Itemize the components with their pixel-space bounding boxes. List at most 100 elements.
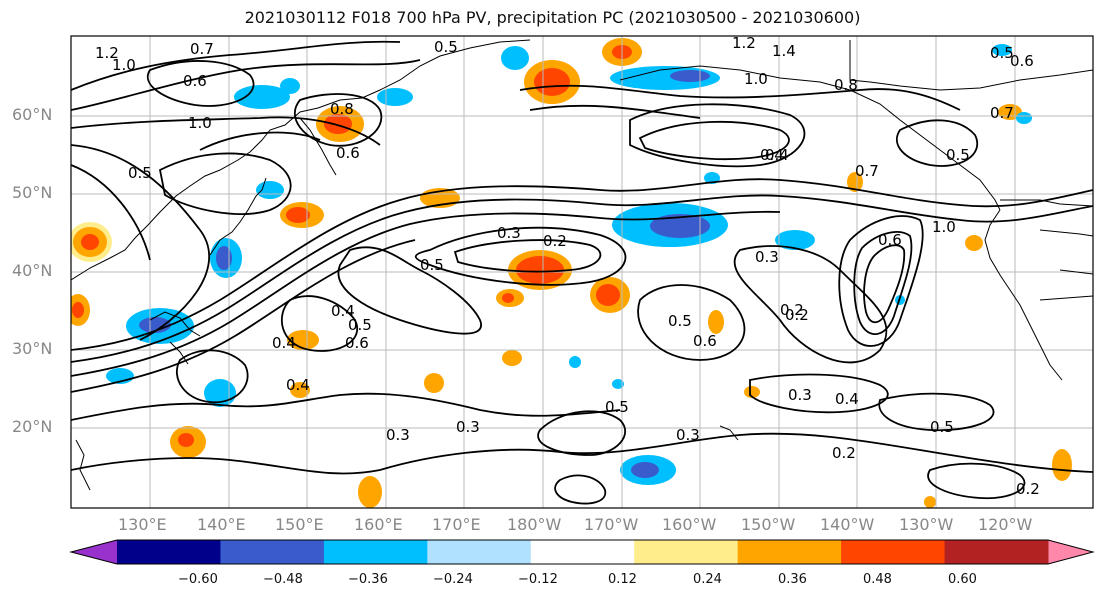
negative-precip-blob <box>126 308 194 344</box>
contour-label: 1.0 <box>188 114 212 132</box>
contour-label: 0.6 <box>693 332 717 350</box>
colorbar-segment <box>634 540 739 564</box>
contour-label: 0.7 <box>190 40 214 58</box>
positive-precip-blob <box>744 386 760 398</box>
negative-precip-blob <box>704 172 720 184</box>
contour-label: 0.2 <box>780 301 804 319</box>
lon-label: 140°E <box>197 515 246 534</box>
negative-precip-blob <box>569 356 581 368</box>
colorbar-tick: 0.12 <box>608 572 637 587</box>
lon-label: 140°W <box>820 515 875 534</box>
contour-label: 1.0 <box>932 218 956 236</box>
contour-label: 0.7 <box>990 104 1014 122</box>
positive-precip-blob <box>1052 449 1072 481</box>
contour-label: 0.5 <box>348 316 372 334</box>
colorbar <box>69 539 1095 565</box>
contour-label: 0.6 <box>336 144 360 162</box>
positive-precip-blob <box>358 476 382 508</box>
contour-label: 0.5 <box>420 256 444 274</box>
colorbar-tick: −0.48 <box>263 572 303 587</box>
precipitation-shading <box>71 38 1072 508</box>
negative-precip-blob <box>1016 112 1032 124</box>
contour-label: 0.4 <box>331 302 355 320</box>
contour-label: 0.5 <box>128 164 152 182</box>
colorbar-segment <box>944 540 1049 564</box>
negative-precip-blob <box>992 44 1012 56</box>
contour-label: 0.3 <box>497 224 521 242</box>
positive-precip-blob <box>502 350 522 366</box>
lon-label: 170°E <box>432 515 481 534</box>
colorbar-segment <box>841 540 946 564</box>
contour-label: 0.5 <box>990 44 1014 62</box>
contour-label: 0.6 <box>1010 52 1034 70</box>
negative-precip-blob <box>210 238 242 278</box>
colorbar-tick: 0.36 <box>778 572 807 587</box>
contour-label: 0.6 <box>183 72 207 90</box>
positive-precip-blob <box>424 373 444 393</box>
colorbar-tick: −0.60 <box>178 572 218 587</box>
contour-label: 1.2 <box>732 34 756 52</box>
negative-precip-blob <box>775 230 815 250</box>
lat-label: 60°N <box>12 105 53 124</box>
positive-precip-blob <box>590 277 630 313</box>
colorbar-segment <box>117 540 221 564</box>
colorbar-segment <box>530 540 635 564</box>
contour-label: 0.2 <box>1016 480 1040 498</box>
contour-label: 0.3 <box>676 426 700 444</box>
contour-label: 0.5 <box>668 312 692 330</box>
contour-label: 1.4 <box>772 42 796 60</box>
lon-label: 120°W <box>978 515 1033 534</box>
contour-label: 0.8 <box>330 100 354 118</box>
lat-label: 50°N <box>12 183 53 202</box>
colorbar-tick: −0.24 <box>433 572 473 587</box>
colorbar-segment <box>323 540 428 564</box>
lon-label: 170°W <box>584 515 639 534</box>
negative-precip-blob <box>620 455 676 485</box>
negative-precip-blob <box>377 88 413 106</box>
lon-label: 160°W <box>662 515 717 534</box>
lon-label: 130°E <box>118 515 167 534</box>
contour-label: 0.5 <box>434 38 458 56</box>
lat-label: 40°N <box>12 261 53 280</box>
contour-label: 0.4 <box>272 334 296 352</box>
positive-precip-blob <box>280 202 324 228</box>
contour-label: 0.5 <box>605 398 629 416</box>
positive-precip-blob <box>71 222 112 262</box>
pv-contours <box>71 40 1093 505</box>
lon-label: 150°E <box>275 515 324 534</box>
colorbar-tick: 0.24 <box>693 572 722 587</box>
contour-label: 1.2 <box>95 44 119 62</box>
negative-precip-blob <box>280 78 300 94</box>
contour-label: 0.3 <box>755 248 779 266</box>
contour-label: 0.5 <box>930 418 954 436</box>
lon-label: 130°W <box>899 515 954 534</box>
contour-label: 0.4 <box>286 376 310 394</box>
positive-precip-blob <box>924 496 936 508</box>
contour-label: 0.3 <box>456 418 480 436</box>
positive-precip-blob <box>290 382 310 398</box>
lat-label: 30°N <box>12 339 53 358</box>
contour-label: 0.6 <box>345 334 369 352</box>
contour-label: 0.3 <box>788 386 812 404</box>
colorbar-extend-low <box>71 540 117 564</box>
colorbar-extend-high <box>1048 540 1093 564</box>
lon-label: 180°W <box>507 515 562 534</box>
contour-label: 0.2 <box>785 306 809 324</box>
contour-label: 0.5 <box>946 146 970 164</box>
positive-precip-blob <box>170 426 206 458</box>
negative-precip-blob <box>501 46 529 70</box>
contour-label: 1.0 <box>112 56 136 74</box>
positive-precip-blob <box>496 289 524 307</box>
negative-precip-blob <box>234 85 290 109</box>
positive-precip-blob <box>524 60 580 104</box>
contour-label: 1.0 <box>744 70 768 88</box>
lon-label: 160°E <box>354 515 403 534</box>
contour-label: 0.4 <box>760 146 784 164</box>
positive-precip-blob <box>316 106 364 142</box>
contour-label: 0.7 <box>855 162 879 180</box>
colorbar-tick: 0.48 <box>863 572 892 587</box>
contour-label: 0.6 <box>878 231 902 249</box>
positive-precip-blob <box>708 310 724 334</box>
colorbar-tick: −0.12 <box>518 572 558 587</box>
